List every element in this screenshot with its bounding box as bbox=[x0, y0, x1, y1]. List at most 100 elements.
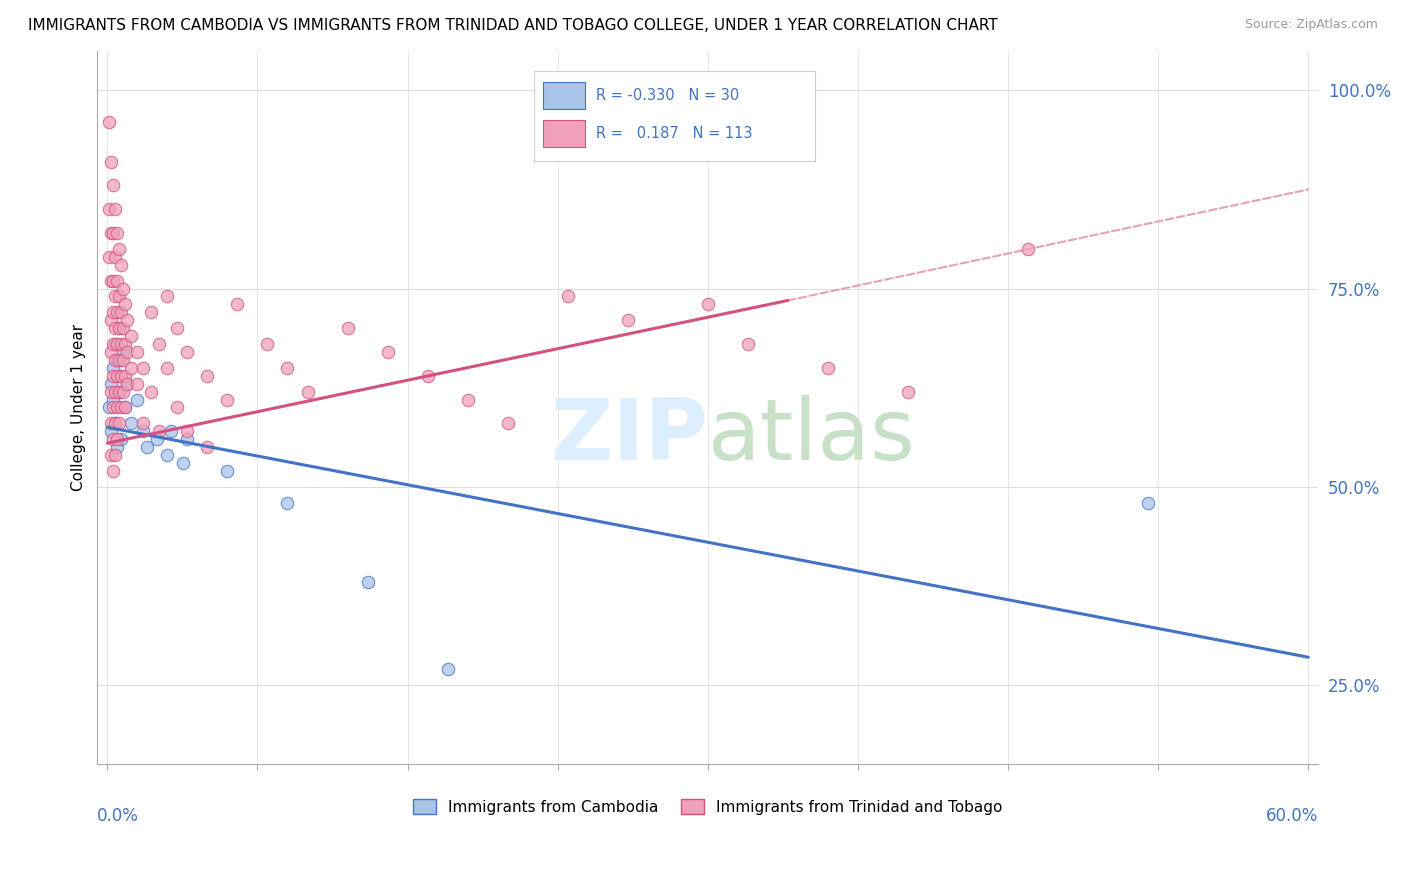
Point bbox=[100, 274, 122, 288]
Point bbox=[136, 440, 159, 454]
Point bbox=[105, 352, 128, 367]
Point bbox=[104, 352, 127, 367]
Text: atlas: atlas bbox=[707, 394, 915, 477]
Point bbox=[276, 360, 298, 375]
Point bbox=[117, 376, 139, 391]
Point bbox=[1137, 495, 1160, 509]
Point bbox=[457, 392, 479, 407]
Point bbox=[98, 250, 121, 264]
Text: R =   0.187   N = 113: R = 0.187 N = 113 bbox=[596, 127, 752, 141]
Point bbox=[100, 226, 122, 240]
Point bbox=[103, 360, 125, 375]
Point bbox=[105, 368, 128, 383]
Point bbox=[108, 352, 131, 367]
Point bbox=[156, 360, 179, 375]
Point bbox=[176, 424, 198, 438]
Point bbox=[108, 289, 131, 303]
Point bbox=[98, 401, 121, 415]
Point bbox=[105, 401, 128, 415]
Point bbox=[696, 297, 718, 311]
Point bbox=[108, 321, 131, 335]
Point bbox=[120, 329, 142, 343]
Point bbox=[104, 321, 127, 335]
Point bbox=[616, 313, 638, 327]
Point bbox=[108, 321, 131, 335]
Point bbox=[114, 401, 136, 415]
Text: ZIP: ZIP bbox=[550, 394, 707, 477]
Point bbox=[737, 337, 759, 351]
Point bbox=[105, 337, 128, 351]
Point bbox=[141, 305, 163, 319]
Point bbox=[104, 417, 127, 431]
Point bbox=[112, 352, 135, 367]
Point bbox=[148, 337, 170, 351]
Point bbox=[98, 115, 121, 129]
FancyBboxPatch shape bbox=[543, 120, 585, 147]
Point bbox=[104, 417, 127, 431]
Point bbox=[114, 297, 136, 311]
Point bbox=[105, 305, 128, 319]
Point bbox=[104, 384, 127, 399]
Text: 60.0%: 60.0% bbox=[1265, 807, 1319, 825]
Point bbox=[104, 448, 127, 462]
Point bbox=[100, 384, 122, 399]
Point bbox=[110, 432, 132, 446]
Point bbox=[105, 274, 128, 288]
Point bbox=[156, 289, 179, 303]
Point bbox=[166, 321, 188, 335]
Point bbox=[377, 345, 399, 359]
Point bbox=[217, 392, 239, 407]
Point bbox=[127, 376, 149, 391]
Point bbox=[146, 432, 169, 446]
Point bbox=[103, 274, 125, 288]
Point bbox=[557, 289, 579, 303]
Text: Source: ZipAtlas.com: Source: ZipAtlas.com bbox=[1244, 18, 1378, 31]
Point bbox=[105, 226, 128, 240]
Point bbox=[132, 360, 155, 375]
Point bbox=[336, 321, 359, 335]
Point bbox=[356, 574, 378, 589]
Point bbox=[112, 384, 135, 399]
Point bbox=[108, 384, 131, 399]
Legend: Immigrants from Cambodia, Immigrants from Trinidad and Tobago: Immigrants from Cambodia, Immigrants fro… bbox=[406, 793, 1010, 821]
Point bbox=[103, 432, 125, 446]
Point bbox=[226, 297, 249, 311]
Point bbox=[110, 305, 132, 319]
FancyBboxPatch shape bbox=[543, 82, 585, 109]
Point bbox=[276, 495, 298, 509]
Point bbox=[100, 345, 122, 359]
Point bbox=[103, 464, 125, 478]
Point bbox=[105, 432, 128, 446]
Point bbox=[103, 368, 125, 383]
Y-axis label: College, Under 1 year: College, Under 1 year bbox=[72, 324, 86, 491]
Point bbox=[156, 448, 179, 462]
Point bbox=[176, 345, 198, 359]
Point bbox=[114, 401, 136, 415]
Point bbox=[217, 464, 239, 478]
Point bbox=[100, 448, 122, 462]
Point bbox=[100, 154, 122, 169]
Point bbox=[110, 258, 132, 272]
Point bbox=[120, 417, 142, 431]
Point bbox=[110, 337, 132, 351]
Point bbox=[897, 384, 920, 399]
Point bbox=[197, 368, 219, 383]
Point bbox=[100, 417, 122, 431]
Point bbox=[297, 384, 319, 399]
Point bbox=[436, 662, 458, 676]
Point bbox=[197, 440, 219, 454]
Point bbox=[817, 360, 839, 375]
Point bbox=[100, 313, 122, 327]
Point bbox=[496, 417, 519, 431]
Point bbox=[112, 345, 135, 359]
Point bbox=[108, 417, 131, 431]
Text: IMMIGRANTS FROM CAMBODIA VS IMMIGRANTS FROM TRINIDAD AND TOBAGO COLLEGE, UNDER 1: IMMIGRANTS FROM CAMBODIA VS IMMIGRANTS F… bbox=[28, 18, 998, 33]
Point bbox=[112, 281, 135, 295]
Point bbox=[108, 242, 131, 256]
Point bbox=[127, 345, 149, 359]
Point bbox=[110, 368, 132, 383]
Point bbox=[104, 337, 127, 351]
Point bbox=[117, 376, 139, 391]
Point bbox=[108, 384, 131, 399]
Point bbox=[132, 424, 155, 438]
